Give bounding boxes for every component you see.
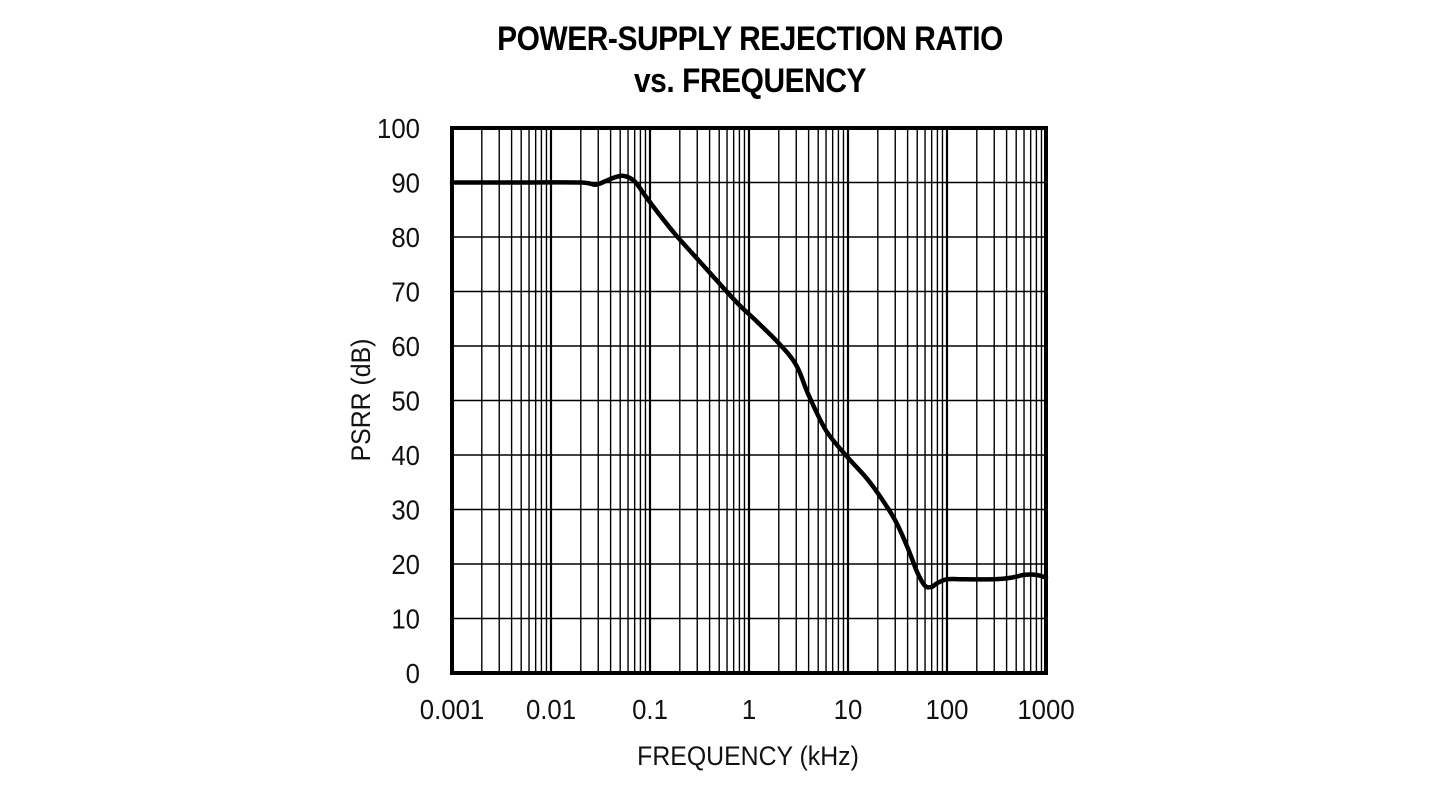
series-line-0 xyxy=(449,173,1049,590)
y-tick-label: 50 xyxy=(391,386,420,417)
x-axis-label: FREQUENCY (kHz) xyxy=(637,742,859,771)
y-tick-label: 10 xyxy=(391,604,420,635)
x-tick-label: 0.01 xyxy=(526,694,576,725)
y-tick-label: 90 xyxy=(391,168,420,199)
y-tick-label: 100 xyxy=(377,113,420,144)
grid xyxy=(452,128,1046,673)
axis-tick-labels: 0.001 0.01 0.1 1 10 100 1000 0 10 20 30 40 50 60 70 80 9… xyxy=(377,113,1075,725)
y-tick-label: 20 xyxy=(391,549,420,580)
plot-frame xyxy=(450,126,1048,675)
chart-subtitle: vs. FREQUENCY xyxy=(633,62,867,100)
y-tick-label: 70 xyxy=(391,277,420,308)
psrr-series xyxy=(449,173,1049,590)
x-tick-label: 100 xyxy=(926,694,969,725)
chart-title: POWER-SUPPLY REJECTION RATIO xyxy=(497,20,1003,58)
x-tick-label: 0.001 xyxy=(420,694,484,725)
y-tick-label: 60 xyxy=(391,331,420,362)
y-tick-label: 40 xyxy=(391,440,420,471)
x-tick-label: 1000 xyxy=(1017,694,1074,725)
y-axis-label: PSRR (dB) xyxy=(347,339,376,462)
y-tick-label: 30 xyxy=(391,495,420,526)
x-tick-label: 10 xyxy=(834,694,863,725)
x-tick-label: 1 xyxy=(742,694,756,725)
y-tick-label: 0 xyxy=(406,658,420,689)
y-tick-label: 80 xyxy=(391,222,420,253)
x-tick-label: 0.1 xyxy=(632,694,668,725)
